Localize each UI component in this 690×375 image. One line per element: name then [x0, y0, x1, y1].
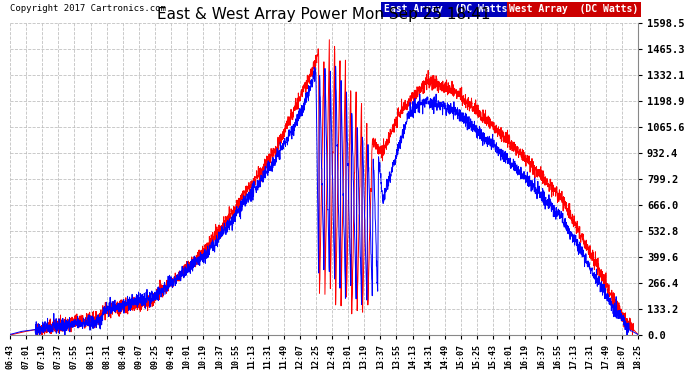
Text: Copyright 2017 Cartronics.com: Copyright 2017 Cartronics.com: [10, 4, 166, 13]
Text: West Array  (DC Watts): West Array (DC Watts): [509, 4, 638, 14]
Text: East Array  (DC Watts): East Array (DC Watts): [384, 4, 513, 14]
Title: East & West Array Power Mon Sep 25 18:41: East & West Array Power Mon Sep 25 18:41: [157, 7, 491, 22]
